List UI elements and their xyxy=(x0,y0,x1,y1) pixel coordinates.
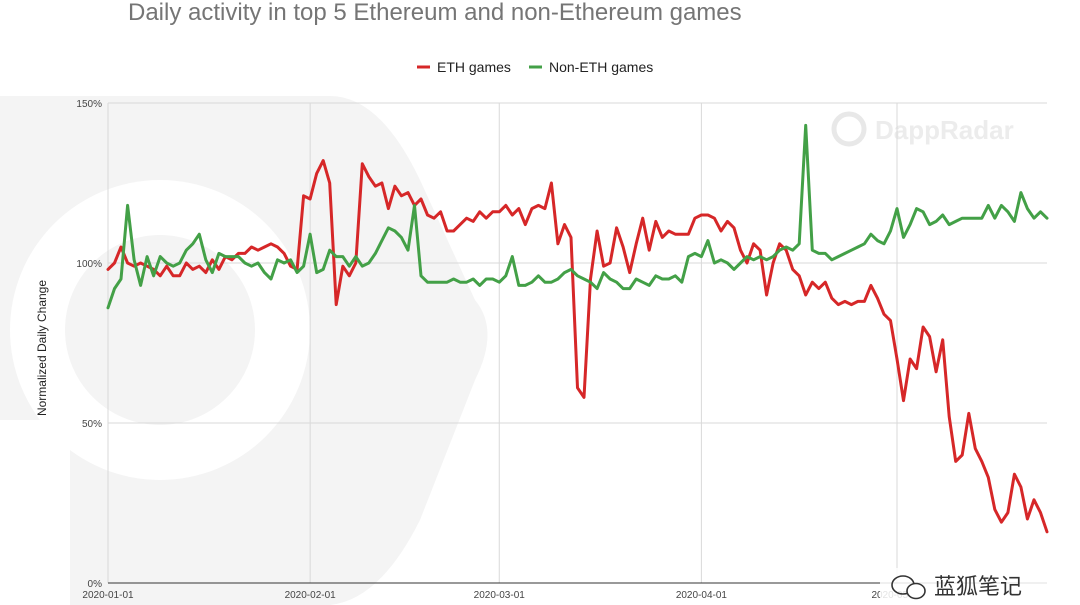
wechat-icon xyxy=(891,575,926,600)
y-tick-labels: 0% 50% 100% 150% xyxy=(76,99,102,590)
x-tick-label: 2020-04-01 xyxy=(676,590,728,601)
x-tick-label: 2020-01-01 xyxy=(82,590,134,601)
series-lines xyxy=(106,123,1049,534)
wechat-watermark-text: 蓝狐笔记 xyxy=(934,574,1022,599)
x-tick-label: 2020-02-01 xyxy=(285,590,337,601)
legend: ETH games Non-ETH games xyxy=(417,59,653,75)
series-line-eth-games xyxy=(106,159,1049,534)
dappradar-background-logo-icon xyxy=(0,96,488,605)
legend-label-eth: ETH games xyxy=(437,59,511,75)
y-tick-label: 0% xyxy=(88,579,103,590)
chart-title: Daily activity in top 5 Ethereum and non… xyxy=(128,0,742,26)
x-gridlines xyxy=(107,103,898,583)
y-tick-label: 50% xyxy=(82,419,102,430)
gridlines xyxy=(108,102,1047,424)
series-line-non-eth-games xyxy=(106,123,1049,310)
y-tick-label: 100% xyxy=(76,259,102,270)
dappradar-watermark-text: DappRadar xyxy=(875,115,1014,145)
wechat-watermark: 蓝狐笔记 xyxy=(880,568,1080,605)
x-tick-label: 2020-03-01 xyxy=(474,590,526,601)
legend-label-non-eth: Non-ETH games xyxy=(549,59,653,75)
y-tick-label: 150% xyxy=(76,99,102,110)
dappradar-logo-icon xyxy=(831,111,867,147)
y-axis-label: Normalized Daily Change xyxy=(35,280,49,416)
dappradar-watermark: DappRadar xyxy=(831,111,1014,147)
